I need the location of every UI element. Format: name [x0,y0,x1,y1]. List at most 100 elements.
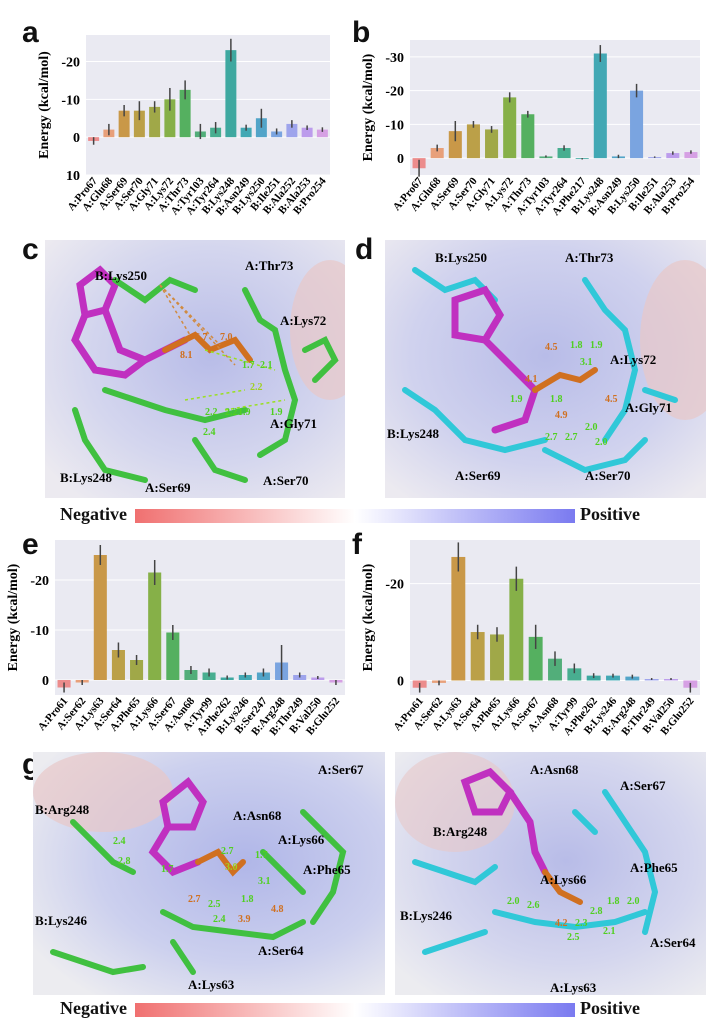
bar [630,90,644,159]
structure-panel-g: A:Ser67 B:Arg248 A:Asn68 A:Lys66 A:Phe65… [33,752,385,995]
bar [149,106,161,138]
distance-label: 1.7 [242,360,255,371]
bar [548,658,562,681]
y-tick-label: 0 [42,674,49,689]
plot-area [86,35,330,175]
residues-cyan [402,267,678,474]
residue-label: B:Lys248 [387,426,440,441]
bar [225,50,237,138]
residue-label: A:Lys63 [188,977,235,992]
y-axis-label: Energy (kcal/mol) [361,563,376,671]
bar [111,650,125,680]
distance-label: 2.4 [113,836,126,847]
bar [521,114,535,159]
distance-label: 2.3 [575,918,588,929]
bar [118,110,130,138]
bar [130,660,144,680]
bar [93,555,107,680]
distance-label: 7.0 [220,332,233,343]
residue-label: A:Ser67 [318,762,364,777]
residue-label: A:Ser69 [145,480,191,495]
distance-label: 1.9 [510,394,523,405]
y-tick-label: -10 [385,118,404,133]
residue-label: B:Arg248 [35,802,90,817]
residue-label: A:Lys66 [540,872,587,887]
y-axis-label: Energy (kcal/mol) [361,53,376,161]
residue-label: B:Lys250 [435,250,487,265]
distance-label: 3.0 [225,862,238,873]
bar [593,53,607,159]
distance-label: 4.5 [605,394,618,405]
negative-patch [33,752,173,832]
distance-label: 1.9 [238,407,251,418]
bar [684,152,698,159]
bar [286,123,298,138]
distance-label: 4.1 [525,374,538,385]
structure-panel-c: B:Lys250 A:Thr73 A:Lys72 A:Gly71 B:Lys24… [45,240,345,498]
colorbar-negative-label: Negative [60,504,127,524]
residue-label: B:Arg248 [433,824,488,839]
bar [606,675,620,681]
distance-label: 1.8 [607,896,620,907]
distance-label: 4.2 [555,918,568,929]
distance-label: 4.9 [555,410,568,421]
colorbar-top: Negative Positive [0,500,706,530]
colorbar-negative-label: Negative [60,998,127,1018]
bar [164,99,176,138]
panel-label-c: c [22,233,39,266]
distance-label: 3.1 [258,876,271,887]
residue-label: B:Lys246 [35,913,88,928]
y-axis-label: Energy (kcal/mol) [37,51,52,159]
panel-label-e: e [22,528,39,561]
distance-label: 4.8 [271,904,284,915]
y-tick-label: -10 [61,93,80,108]
bar [470,632,485,681]
distance-label: 2.5 [567,932,580,943]
bar [133,110,145,138]
bar [430,148,444,159]
residue-label: A:Ser64 [650,935,696,950]
y-axis-label: Energy (kcal/mol) [6,563,21,671]
residue-label: A:Gly71 [270,416,317,431]
distance-label: 2.1 [603,926,616,937]
residue-label: A:Lys66 [278,832,325,847]
phosphate-orange [162,331,253,363]
colorbar-positive-label: Positive [580,504,640,524]
distance-label: 1.8 [550,394,563,405]
bar [240,127,252,138]
colorbar-positive-label: Positive [580,998,640,1018]
residue-label: A:Phe65 [303,862,351,877]
hbond-lines [159,284,236,366]
y-tick-label: 0 [397,674,404,689]
residue-label: A:Lys72 [280,313,326,328]
bar [451,556,466,681]
y-tick-label: -20 [385,578,404,593]
panel-label-b: b [352,16,371,49]
residue-label: B:Lys248 [60,470,113,485]
colorbar-gradient [135,1003,575,1017]
panel-label-f: f [352,528,362,561]
residue-label: A:Ser67 [620,778,666,793]
residue-label: B:Lys250 [95,268,147,283]
distance-label: 1.8 [570,340,583,351]
residue-label: A:Thr73 [245,258,294,273]
distance-label: 2.2 [250,382,263,393]
residues-cyan [412,789,659,955]
y-tick-label: -20 [30,574,49,589]
distance-label: 2.7 [221,846,234,857]
y-tick-label: 10 [66,169,80,184]
y-tick-label: -30 [385,51,404,66]
distance-label: 2.8 [590,906,603,917]
hbond-lines-green [184,349,286,411]
ligand-magenta [148,777,207,877]
residue-label: A:Ser64 [258,943,304,958]
residues-green [72,276,339,483]
panel-label-a: a [22,16,39,49]
residue-label: A:Asn68 [530,762,579,777]
distance-label: 2.1 [260,360,273,371]
bar [466,124,480,159]
ligand-magenta [460,767,549,876]
